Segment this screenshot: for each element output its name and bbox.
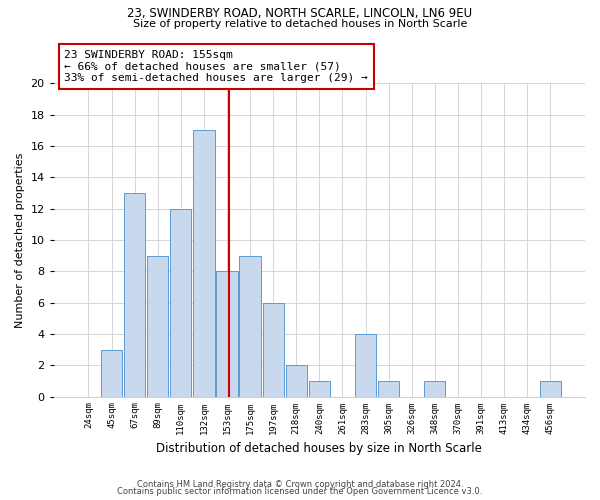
Bar [424,381,445,396]
Bar [147,256,169,396]
Bar [239,256,261,396]
Bar [355,334,376,396]
Bar [309,381,330,396]
Bar [193,130,215,396]
Text: 23 SWINDERBY ROAD: 155sqm
← 66% of detached houses are smaller (57)
33% of semi-: 23 SWINDERBY ROAD: 155sqm ← 66% of detac… [64,50,368,83]
Y-axis label: Number of detached properties: Number of detached properties [15,152,25,328]
Bar [217,271,238,396]
Bar [101,350,122,397]
Text: Contains HM Land Registry data © Crown copyright and database right 2024.: Contains HM Land Registry data © Crown c… [137,480,463,489]
Text: 23, SWINDERBY ROAD, NORTH SCARLE, LINCOLN, LN6 9EU: 23, SWINDERBY ROAD, NORTH SCARLE, LINCOL… [127,8,473,20]
Bar [170,208,191,396]
Bar [286,365,307,396]
X-axis label: Distribution of detached houses by size in North Scarle: Distribution of detached houses by size … [157,442,482,455]
Text: Size of property relative to detached houses in North Scarle: Size of property relative to detached ho… [133,19,467,29]
Bar [124,193,145,396]
Bar [263,302,284,396]
Text: Contains public sector information licensed under the Open Government Licence v3: Contains public sector information licen… [118,487,482,496]
Bar [378,381,399,396]
Bar [539,381,561,396]
